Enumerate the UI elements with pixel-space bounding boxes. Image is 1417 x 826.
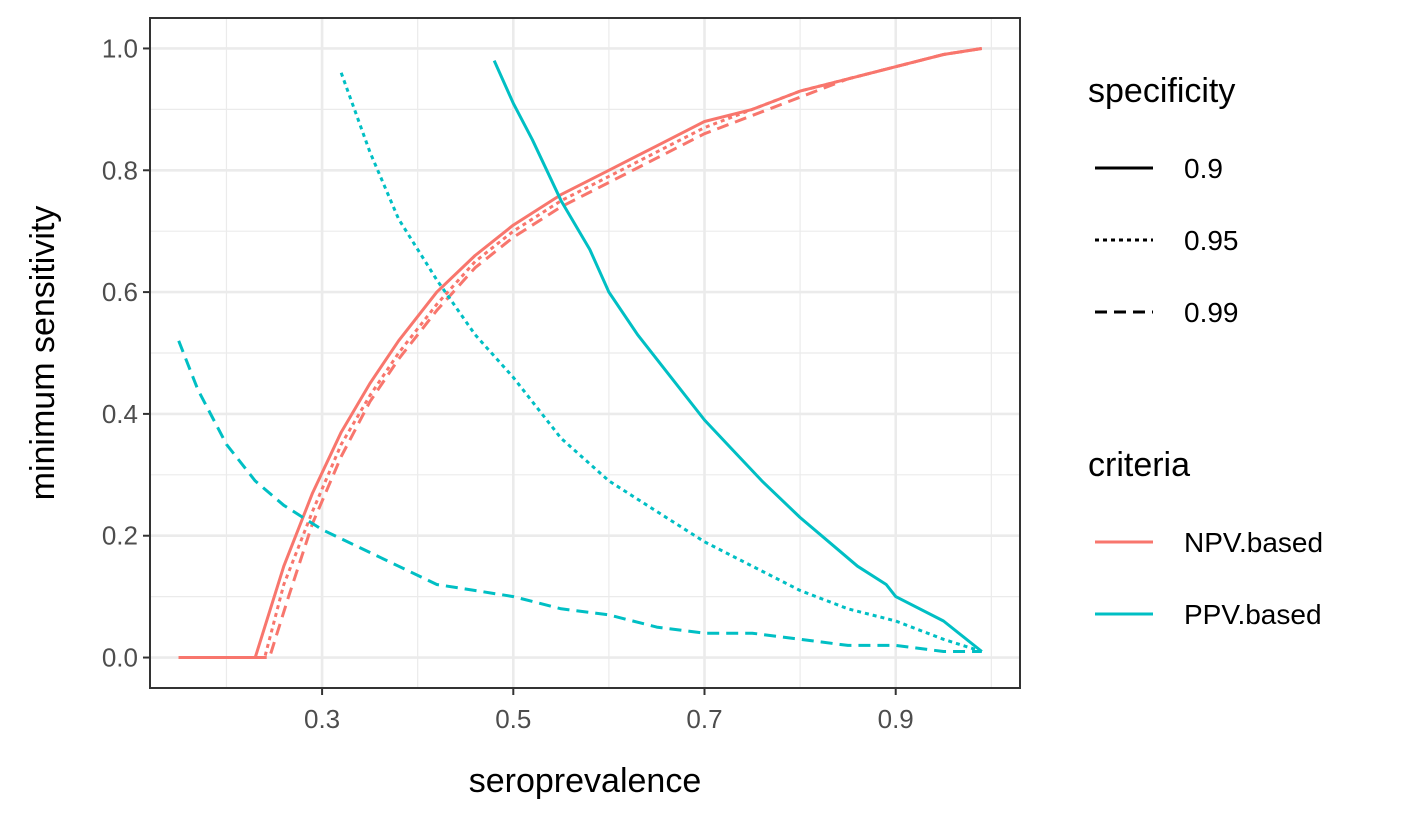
y-tick-label: 0.0 (102, 643, 138, 673)
x-tick-label: 0.9 (878, 704, 914, 734)
y-axis: 0.0 0.2 0.4 0.6 0.8 1.0 (102, 33, 150, 673)
legend-title-criteria: criteria (1088, 446, 1190, 484)
x-tick-label: 0.7 (686, 704, 722, 734)
x-axis: 0.3 0.5 0.7 0.9 (304, 688, 914, 734)
plot-panel-border (149, 17, 1021, 689)
legend-specificity-entries: 0.9 0.95 0.99 (1095, 153, 1239, 328)
grid-minor (150, 18, 1020, 688)
legend-label-specificity: 0.99 (1184, 297, 1239, 328)
y-tick-label: 0.8 (102, 155, 138, 185)
legend-label-specificity: 0.95 (1184, 225, 1239, 256)
legend-title-specificity: specificity (1088, 72, 1235, 110)
legend-label-specificity: 0.9 (1184, 153, 1223, 184)
series-line-ppv-based-0.9 (492, 59, 983, 653)
series-line-ppv-based-0.95 (339, 72, 983, 653)
x-tick-label: 0.3 (304, 704, 340, 734)
y-tick-label: 0.2 (102, 521, 138, 551)
x-tick-label: 0.5 (495, 704, 531, 734)
x-axis-title: seroprevalence (469, 762, 701, 800)
legend-label-criteria: PPV.based (1184, 599, 1322, 630)
series-line-npv-based-0.9 (178, 47, 983, 659)
series-layer (177, 47, 983, 659)
legend-label-criteria: NPV.based (1184, 527, 1323, 558)
y-axis-title: minimum sensitivity (24, 206, 62, 501)
legend-criteria-entries: NPV.based PPV.based (1095, 527, 1323, 630)
y-tick-label: 0.6 (102, 277, 138, 307)
series-line-npv-based-0.99 (178, 47, 983, 659)
y-tick-label: 0.4 (102, 399, 138, 429)
legend: specificity 0.9 0.95 0.99 criteria NPV.bas… (1088, 72, 1323, 630)
series-line-npv-based-0.95 (178, 47, 983, 659)
y-tick-label: 1.0 (102, 33, 138, 63)
series-line-ppv-based-0.99 (177, 340, 982, 653)
